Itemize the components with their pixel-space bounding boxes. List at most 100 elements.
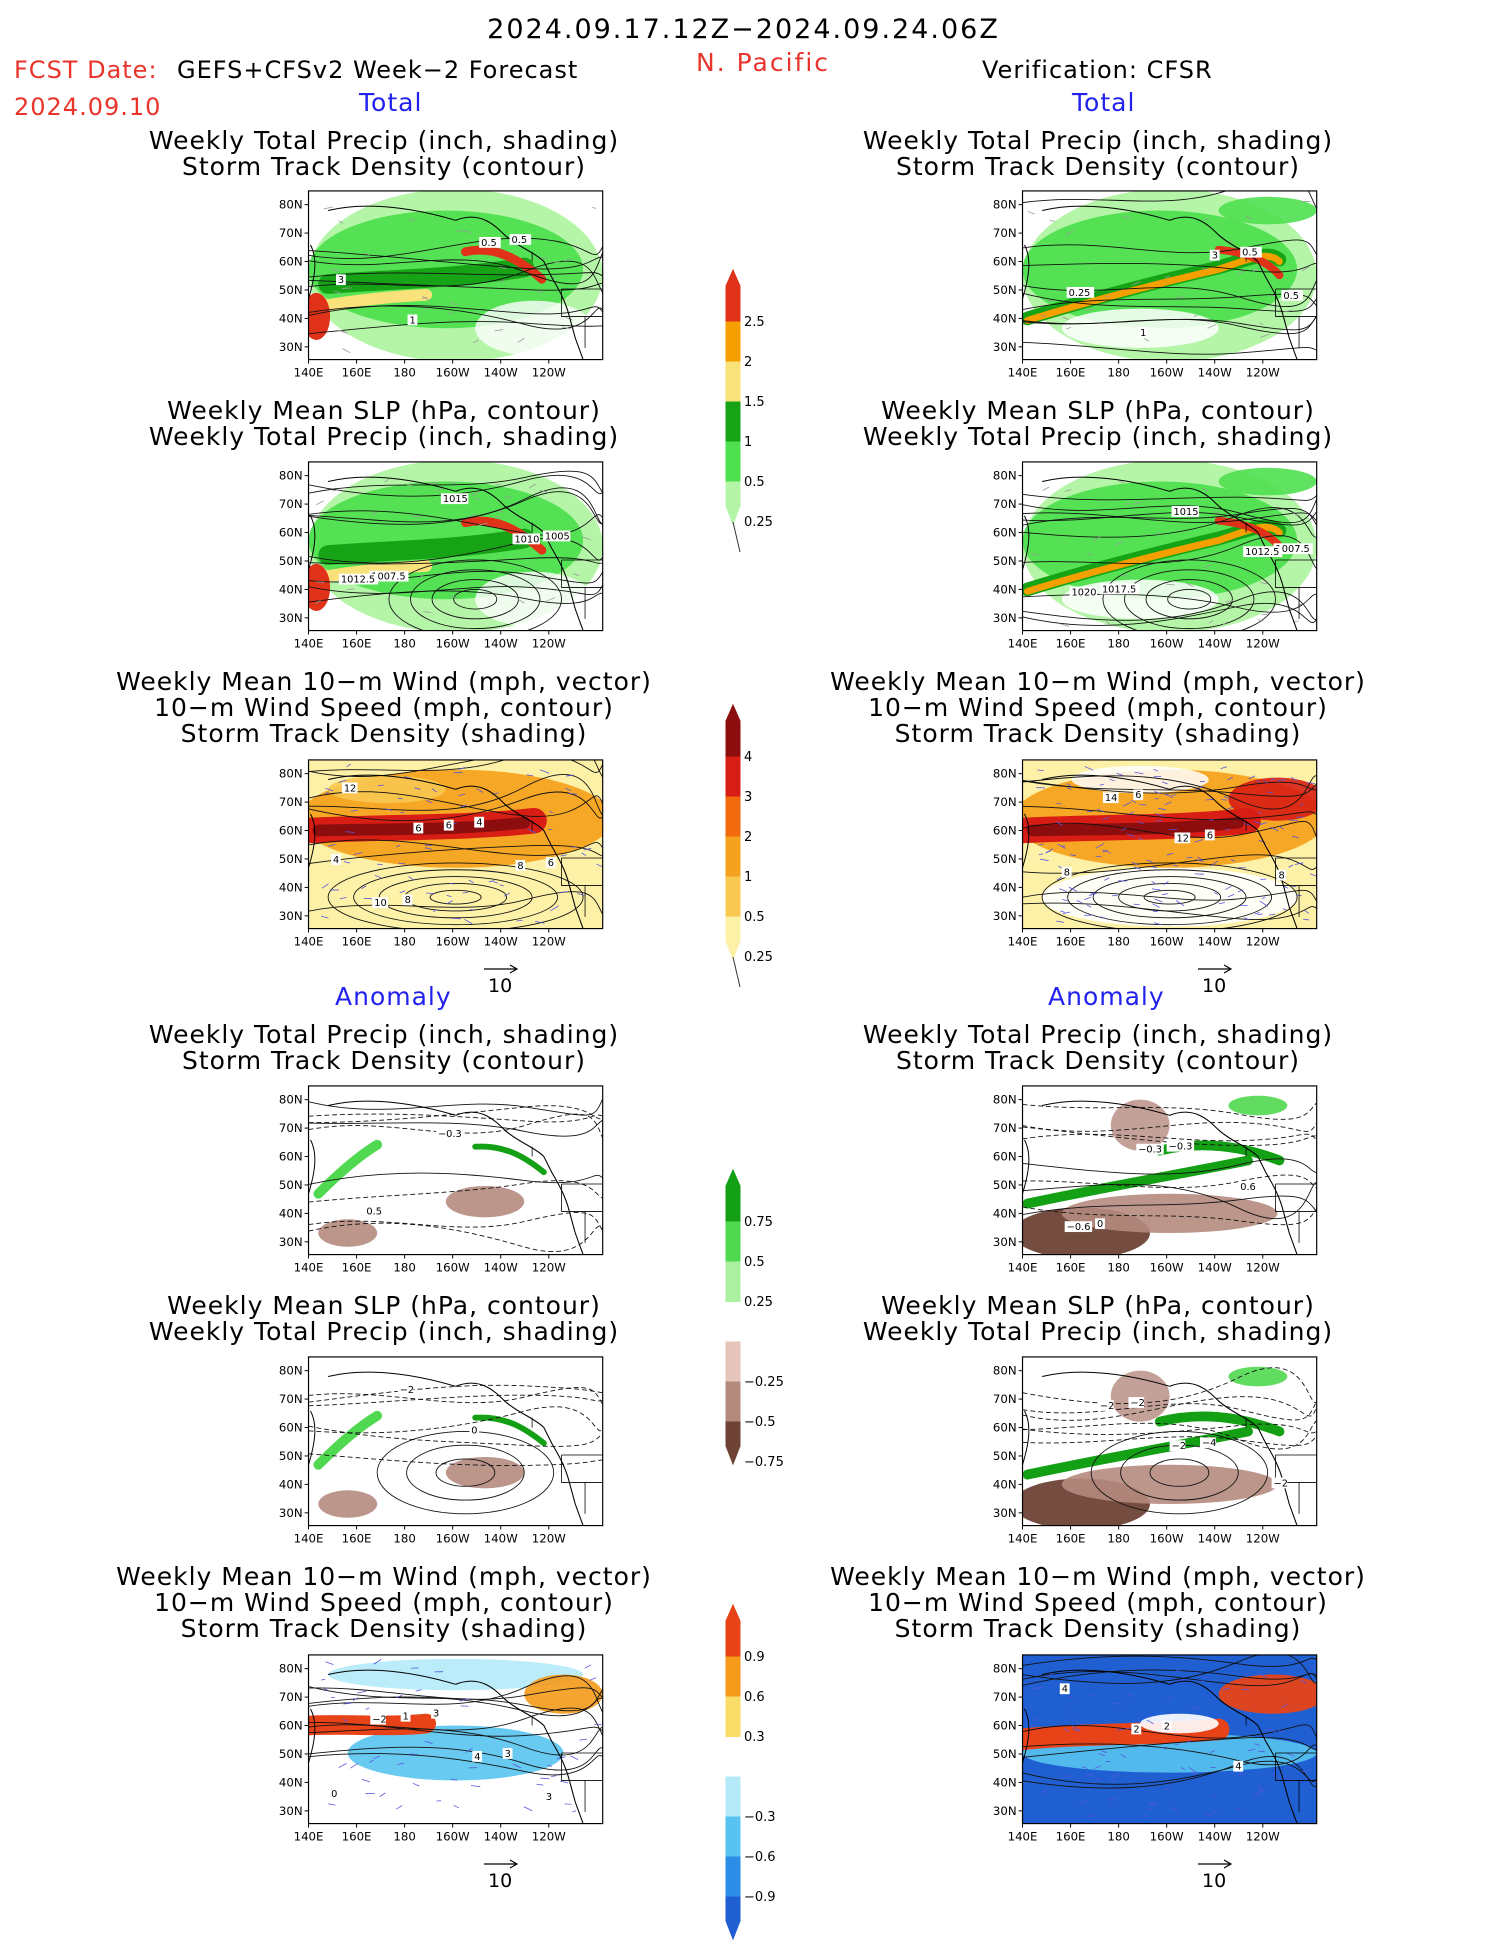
lon-tick-label: 120W	[532, 1260, 566, 1274]
section-anomaly-forecast: Anomaly	[335, 982, 452, 1011]
vector-arrow-icon	[1196, 964, 1236, 974]
lat-tick-label: 40N	[993, 311, 1017, 325]
panel-title-forecast-total-precip: Weekly Total Precip (inch, shading)Storm…	[134, 128, 634, 180]
lon-tick-label: 120W	[1246, 636, 1280, 650]
panel-title-forecast-total-slp: Weekly Mean SLP (hPa, contour)Weekly Tot…	[134, 398, 634, 450]
colorbar-label: 0.3	[744, 1730, 765, 1745]
lat-tick-label: 70N	[279, 795, 303, 809]
contour-label: 3	[546, 1792, 552, 1803]
map-svg: 10051007.5101510101012.580N70N60N50N40N3…	[256, 458, 616, 660]
contour-label: 2	[1164, 1721, 1170, 1732]
precip-surplus	[1228, 1096, 1287, 1116]
lat-tick-label: 30N	[279, 611, 303, 625]
lon-tick-label: 140W	[484, 365, 518, 379]
vector-arrow-icon	[482, 964, 522, 974]
lon-tick-label: 120W	[1246, 1829, 1280, 1843]
vector-arrow-icon	[1196, 1859, 1236, 1869]
lon-tick-label: 180	[1107, 1260, 1129, 1274]
contour-label: 6	[446, 821, 452, 832]
colorbar-label: 3	[744, 790, 752, 805]
map-svg: 1007.51017.510151012.5102080N70N60N50N40…	[970, 458, 1330, 660]
colorbar-label: 2	[744, 830, 752, 845]
panel-title-verif-anom-wind: Weekly Mean 10−m Wind (mph, vector)10−m …	[798, 1564, 1398, 1642]
contour-label: −2	[400, 1385, 414, 1396]
precip-medium	[1219, 197, 1317, 224]
lon-tick-label: 140W	[484, 636, 518, 650]
lon-tick-label: 140W	[1198, 1531, 1232, 1545]
contour-label: 0.5	[1242, 248, 1258, 259]
lon-tick-label: 160E	[342, 636, 372, 650]
lon-tick-label: 180	[1107, 1531, 1129, 1545]
lat-tick-label: 80N	[279, 767, 303, 781]
lat-tick-label: 70N	[279, 1121, 303, 1135]
lat-tick-label: 70N	[993, 497, 1017, 511]
colorbar-label: −0.9	[744, 1890, 776, 1905]
lon-tick-label: 180	[393, 1531, 415, 1545]
lat-tick-label: 60N	[279, 823, 303, 837]
lat-tick-label: 30N	[993, 909, 1017, 923]
lat-tick-label: 30N	[279, 1506, 303, 1520]
lat-tick-label: 50N	[993, 1747, 1017, 1761]
lat-tick-label: 80N	[993, 198, 1017, 212]
map-content: 0.5−0.3	[309, 1086, 603, 1255]
lat-tick-label: 60N	[279, 525, 303, 539]
lat-tick-label: 40N	[993, 880, 1017, 894]
contour-label: 1010	[514, 534, 539, 545]
lat-tick-label: 70N	[993, 1690, 1017, 1704]
lat-tick-label: 40N	[993, 582, 1017, 596]
contour-label: −0.3	[1169, 1142, 1193, 1153]
lon-tick-label: 120W	[1246, 934, 1280, 948]
contour-label: 4	[476, 818, 482, 829]
panel-title-forecast-total-wind: Weekly Mean 10−m Wind (mph, vector)10−m …	[84, 669, 684, 747]
colorbar-segment	[726, 1817, 740, 1857]
precip-deficit	[318, 1219, 377, 1246]
contour-label: 14	[1105, 793, 1117, 804]
lat-tick-label: 70N	[279, 1392, 303, 1406]
lon-tick-label: 160E	[342, 1531, 372, 1545]
lat-tick-label: 80N	[279, 1662, 303, 1676]
lat-tick-label: 40N	[279, 1477, 303, 1491]
precip-deficit	[446, 1186, 524, 1217]
lon-tick-label: 160E	[1056, 1531, 1086, 1545]
contour-label: −0.6	[1067, 1222, 1091, 1233]
lon-tick-label: 140E	[294, 365, 324, 379]
colorbar-label: 0.5	[744, 475, 765, 490]
lat-tick-label: 70N	[279, 226, 303, 240]
precip-deficit	[1062, 1194, 1278, 1233]
contour-label: 0	[1097, 1219, 1103, 1230]
contour-label: 6	[1135, 790, 1141, 801]
contour-label: 3	[433, 1709, 439, 1720]
lat-tick-label: 30N	[279, 909, 303, 923]
vector-reference-forecast-anom: 10	[482, 1850, 522, 1892]
verification-label: Verification: CFSR	[982, 56, 1213, 84]
lat-tick-label: 40N	[279, 1206, 303, 1220]
lon-tick-label: 140W	[484, 1531, 518, 1545]
colorbar-segment	[726, 1897, 740, 1939]
lon-tick-label: 160W	[1150, 1531, 1184, 1545]
colorbar-label: 0.5	[744, 910, 765, 925]
lat-tick-label: 50N	[279, 283, 303, 297]
colorbar-open-end	[733, 957, 740, 987]
lon-tick-label: 160W	[436, 1531, 470, 1545]
lat-tick-label: 50N	[993, 283, 1017, 297]
contour-label: 6	[415, 824, 421, 835]
map-content: −20	[309, 1357, 603, 1526]
contour-label: 12	[1176, 833, 1188, 844]
panel-title-verif-total-slp: Weekly Mean SLP (hPa, contour)Weekly Tot…	[848, 398, 1348, 450]
contour-label: 1017.5	[1102, 584, 1136, 595]
lat-tick-label: 80N	[993, 1662, 1017, 1676]
precip-deficit	[318, 1490, 377, 1517]
contour-label: −2	[1172, 1441, 1186, 1452]
contour-label: 12	[344, 783, 356, 794]
lon-tick-label: 120W	[1246, 1260, 1280, 1274]
colorbar-segment	[726, 705, 740, 757]
